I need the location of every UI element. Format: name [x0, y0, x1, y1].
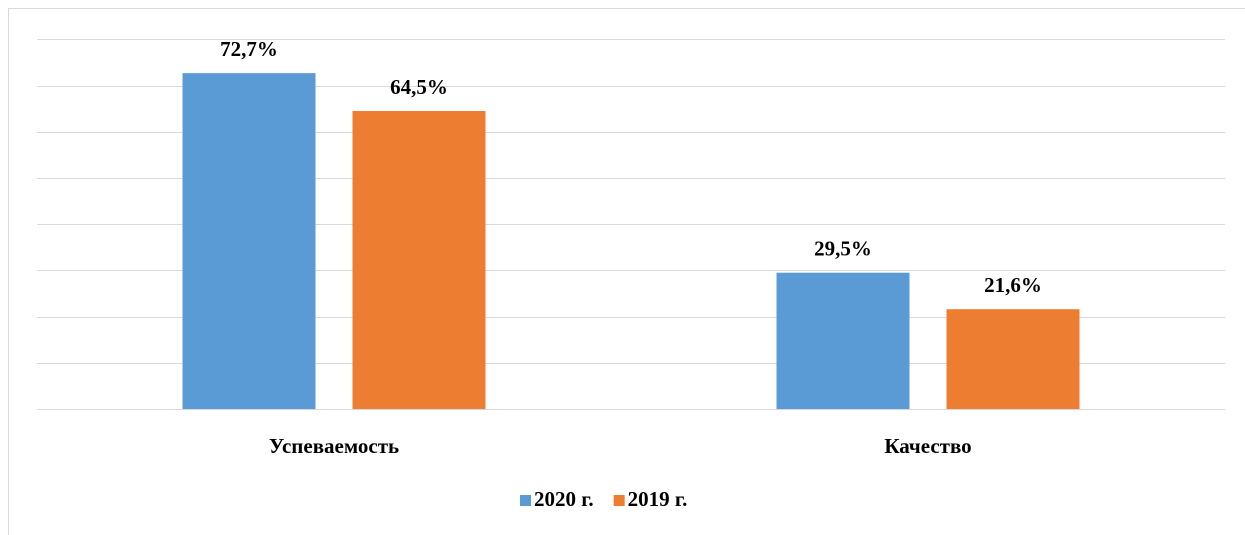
legend-swatch [613, 495, 625, 506]
x-tick-label: Успеваемость [269, 434, 399, 458]
legend-label: 2020 г. [534, 487, 594, 511]
chart-frame [8, 8, 1245, 535]
bar [776, 272, 910, 409]
data-label: 29,5% [814, 237, 872, 261]
bar [182, 73, 316, 409]
data-label: 64,5% [390, 75, 448, 99]
data-label: 72,7% [220, 37, 278, 61]
x-tick-label: Качество [884, 434, 971, 458]
bar [352, 111, 486, 409]
data-label: 21,6% [984, 273, 1042, 297]
bar [946, 309, 1080, 409]
legend-swatch [520, 495, 531, 506]
legend-label: 2019 г. [628, 487, 688, 511]
